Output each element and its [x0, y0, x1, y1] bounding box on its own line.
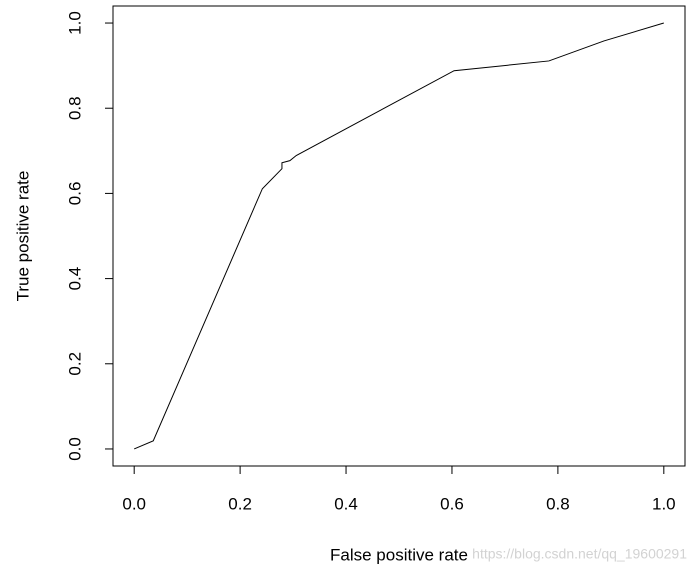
- roc-line: [133, 22, 664, 450]
- y-tick-label: 0.2: [65, 352, 84, 376]
- x-tick-label: 0.4: [334, 494, 358, 513]
- x-tick-label: 1.0: [652, 494, 676, 513]
- y-tick-label: 1.0: [65, 11, 84, 35]
- y-tick-label: 0.6: [65, 182, 84, 206]
- x-axis-title: False positive rate: [330, 545, 468, 564]
- x-tick-label: 0.8: [546, 494, 570, 513]
- y-tick-label: 0.8: [65, 96, 84, 120]
- x-tick-label: 0.2: [228, 494, 252, 513]
- x-tick-label: 0.6: [440, 494, 464, 513]
- watermark: https://blog.csdn.net/qq_19600291: [472, 546, 687, 562]
- y-tick-label: 0.4: [65, 267, 84, 291]
- y-axis-title: True positive rate: [13, 171, 32, 302]
- x-tick-label: 0.0: [122, 494, 146, 513]
- y-tick-label: 0.0: [65, 437, 84, 461]
